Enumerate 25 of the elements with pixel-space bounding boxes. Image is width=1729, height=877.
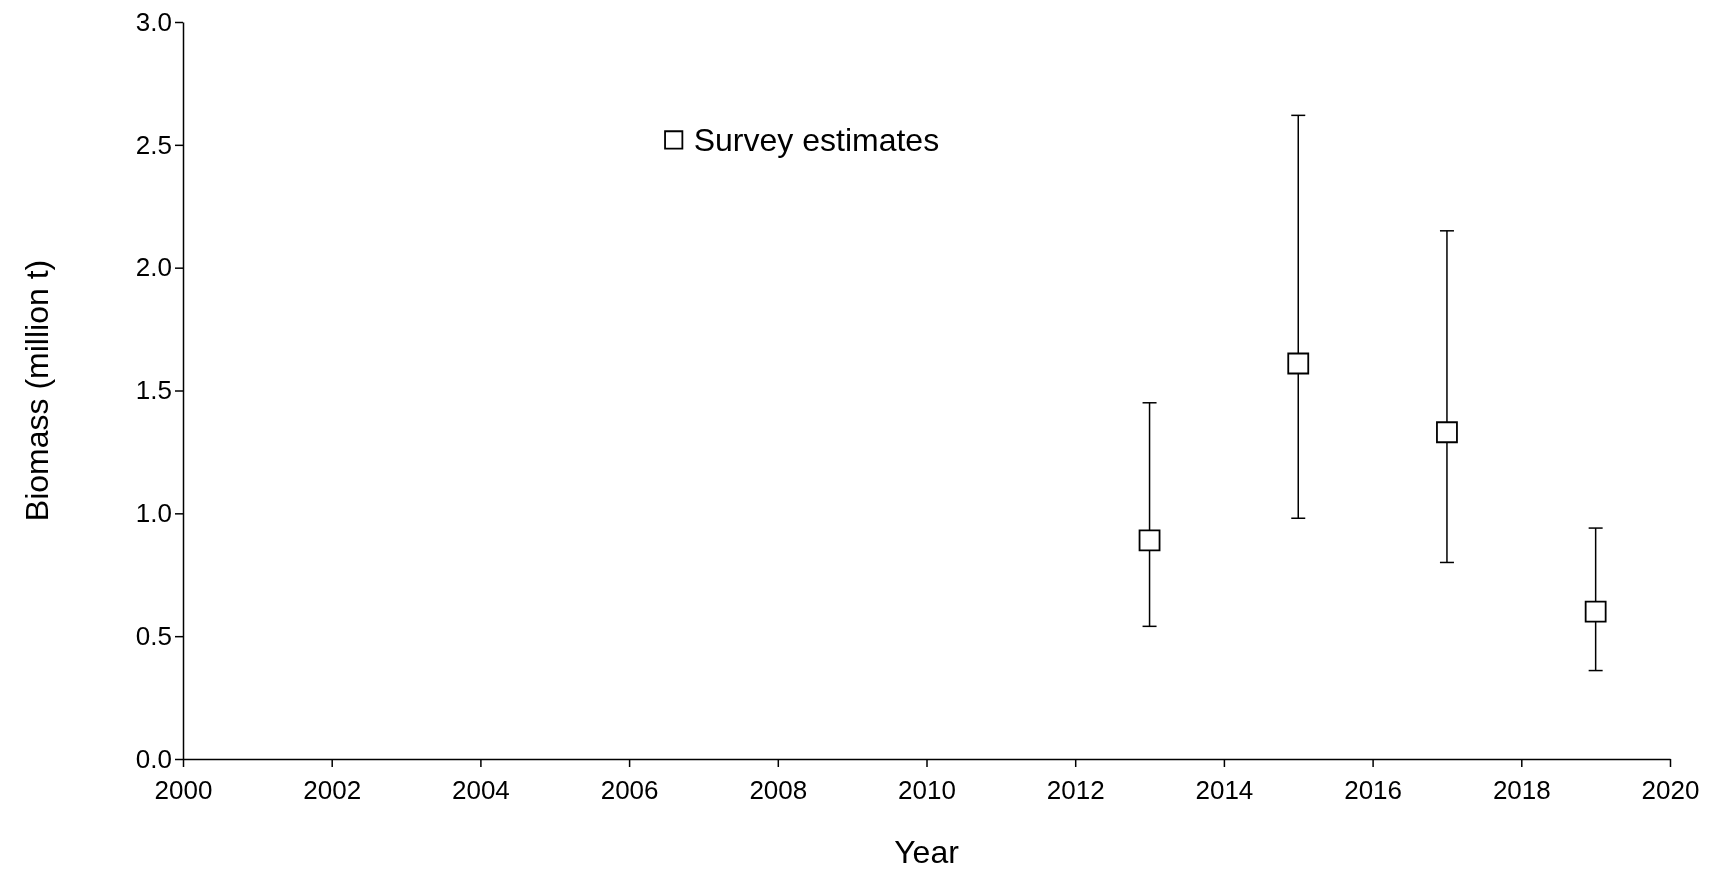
y-tick-label: 2.0 — [135, 252, 172, 283]
point — [1287, 352, 1310, 375]
x-tick-label: 2004 — [451, 774, 510, 805]
x-tick-label: 2016 — [1344, 774, 1403, 805]
x-tick-label: 2018 — [1492, 774, 1551, 805]
point — [1138, 529, 1161, 552]
y-tick-label: 0.5 — [135, 620, 172, 651]
x-tick-label: 2012 — [1046, 774, 1105, 805]
legend-label: Survey estimates — [693, 122, 940, 159]
x-tick-label: 2010 — [898, 774, 956, 805]
y-tick-label: 2.5 — [135, 129, 172, 160]
y-tick-label: 1.5 — [135, 375, 172, 406]
x-tick-label: 2000 — [154, 774, 213, 805]
x-tick-label: 2002 — [303, 774, 362, 805]
x-tick-label: 2014 — [1195, 774, 1254, 805]
x-tick-label: 2006 — [600, 774, 659, 805]
y-tick-label: 3.0 — [135, 6, 172, 37]
x-tick-label: 2008 — [749, 774, 808, 805]
y-tick-label: 0.0 — [135, 743, 172, 774]
point — [1436, 421, 1458, 444]
x-axis-title: Year — [894, 834, 960, 870]
x-tick-label: 2020 — [1641, 774, 1700, 805]
point — [1584, 600, 1607, 623]
y-tick-label: 1.0 — [135, 498, 172, 529]
y-axis-title: Biomass (million t) — [19, 259, 55, 522]
